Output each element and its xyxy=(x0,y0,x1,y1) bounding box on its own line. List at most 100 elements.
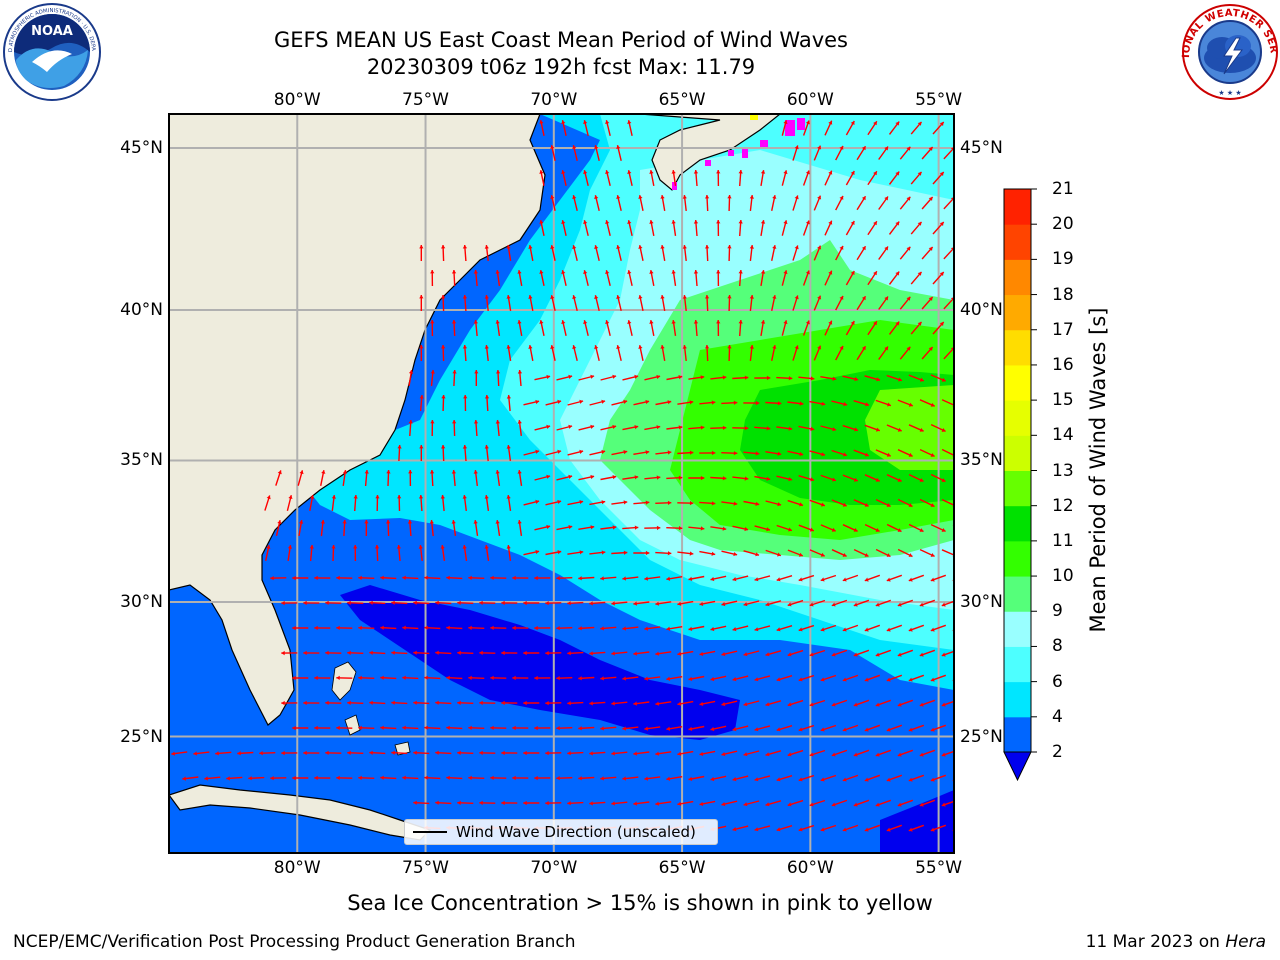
wind-arrow-head xyxy=(424,625,428,630)
wind-arrow-head xyxy=(689,400,694,405)
colorbar-tick-label: 4 xyxy=(1052,706,1063,727)
wind-arrow-head xyxy=(546,374,551,380)
wind-arrow-head xyxy=(798,727,803,732)
wind-arrow-head xyxy=(490,575,494,580)
wind-arrow-head xyxy=(495,470,500,474)
wind-arrow-head xyxy=(408,420,413,424)
wind-arrow-head xyxy=(700,475,705,481)
wind-arrow-head xyxy=(864,502,869,507)
wind-arrow-head xyxy=(369,600,373,605)
wind-arrow-head xyxy=(895,121,900,126)
wind-arrow-head xyxy=(655,701,660,706)
wind-arrow-shaft xyxy=(955,222,966,234)
wind-arrow-head xyxy=(528,345,533,349)
wind-arrow-head xyxy=(760,320,766,324)
wind-arrow-head xyxy=(391,750,395,755)
wind-arrow-head xyxy=(612,475,617,480)
wind-arrow-head xyxy=(645,500,650,505)
wind-arrow-head xyxy=(699,651,704,656)
wind-arrow-head xyxy=(535,449,540,454)
wind-arrow-head xyxy=(699,701,704,706)
wind-arrow-head xyxy=(452,420,457,424)
wind-arrow-head xyxy=(964,378,968,382)
wind-arrow-head xyxy=(886,577,891,582)
wind-arrow-head xyxy=(919,377,924,382)
wind-arrow-head xyxy=(656,425,661,430)
wind-arrow-head xyxy=(539,120,544,124)
colorbar-tick-label: 15 xyxy=(1052,390,1074,411)
wind-arrow-head xyxy=(817,195,822,200)
wind-arrow-head xyxy=(556,576,560,581)
wind-arrow-head xyxy=(711,400,716,405)
footer-date-text: 11 Mar 2023 on xyxy=(1085,932,1220,952)
land-bahamas xyxy=(331,661,411,756)
wind-arrow-head xyxy=(682,195,687,199)
wind-arrow-head xyxy=(314,725,318,731)
wind-arrow-head xyxy=(941,478,946,482)
wind-arrow-head xyxy=(419,295,424,299)
colorbar-tick-label: 20 xyxy=(1052,214,1074,235)
wind-arrow-head xyxy=(336,775,340,780)
wind-arrow-head xyxy=(798,777,803,782)
wind-arrow-shaft xyxy=(952,423,954,426)
wind-arrow-head xyxy=(917,221,922,226)
wind-arrow-head xyxy=(716,170,721,174)
wind-arrow-head xyxy=(402,725,406,730)
wind-arrow-head xyxy=(928,197,933,201)
wind-arrow-head xyxy=(897,528,902,532)
wind-arrow-head xyxy=(567,601,571,606)
wind-arrow-head xyxy=(798,577,803,582)
wind-arrow-head xyxy=(545,801,549,806)
wind-arrow-head xyxy=(776,827,781,832)
wind-arrow-head xyxy=(490,625,494,630)
wind-arrow-head xyxy=(705,345,710,349)
wind-arrow-head xyxy=(364,470,369,474)
wind-arrow-head xyxy=(710,776,715,782)
sea-ice-caption: Sea Ice Concentration > 15% is shown in … xyxy=(0,891,1280,915)
wind-arrow-head xyxy=(705,245,710,249)
wind-arrow-head xyxy=(600,676,604,681)
wind-arrow-head xyxy=(760,270,766,274)
wind-arrow-head xyxy=(462,245,468,249)
wind-arrow-head xyxy=(787,752,792,757)
wind-arrow-shaft xyxy=(952,679,954,682)
wind-arrow-head xyxy=(590,474,595,480)
wind-arrow-head xyxy=(839,345,844,350)
wind-arrow-shaft xyxy=(955,172,966,184)
wind-arrow-head xyxy=(865,402,869,407)
wind-arrow-head xyxy=(605,170,610,174)
wind-arrow-head xyxy=(215,751,219,756)
wind-arrow-head xyxy=(716,320,721,324)
wind-arrow-head xyxy=(479,800,483,805)
wind-arrow-head xyxy=(722,375,727,380)
wind-arrow-head xyxy=(843,452,847,457)
wind-arrow-head xyxy=(633,751,637,756)
wind-arrow-head xyxy=(755,400,760,406)
wind-arrow-head xyxy=(861,346,866,351)
wind-arrow-head xyxy=(842,502,847,507)
wind-arrow-head xyxy=(325,700,329,705)
wind-arrow-head xyxy=(831,802,836,807)
colorbar-title: Mean Period of Wind Waves [s] xyxy=(1086,307,1110,633)
wind-arrow-head xyxy=(765,602,770,607)
wind-arrow-head xyxy=(766,527,770,532)
wind-arrow-head xyxy=(616,345,621,349)
wind-arrow-head xyxy=(760,170,766,174)
wind-arrow-head xyxy=(743,702,748,707)
wind-arrow-head xyxy=(727,295,732,299)
wind-arrow-head xyxy=(568,474,573,479)
wind-arrow-head xyxy=(579,500,584,505)
wind-arrow-head xyxy=(281,600,285,606)
wind-arrow-head xyxy=(810,426,815,431)
wind-arrow-head xyxy=(473,520,478,524)
wind-arrow-head xyxy=(743,752,748,757)
wind-arrow-head xyxy=(204,776,208,781)
wind-arrow-head xyxy=(828,320,833,325)
wind-arrow-head xyxy=(666,576,671,581)
wind-arrow-head xyxy=(875,427,880,432)
wind-arrow-head xyxy=(772,345,777,349)
wind-arrow-head xyxy=(446,625,450,630)
wind-arrow-head xyxy=(446,775,450,780)
wind-arrow-shaft xyxy=(952,829,954,832)
wind-arrow-head xyxy=(884,296,888,301)
